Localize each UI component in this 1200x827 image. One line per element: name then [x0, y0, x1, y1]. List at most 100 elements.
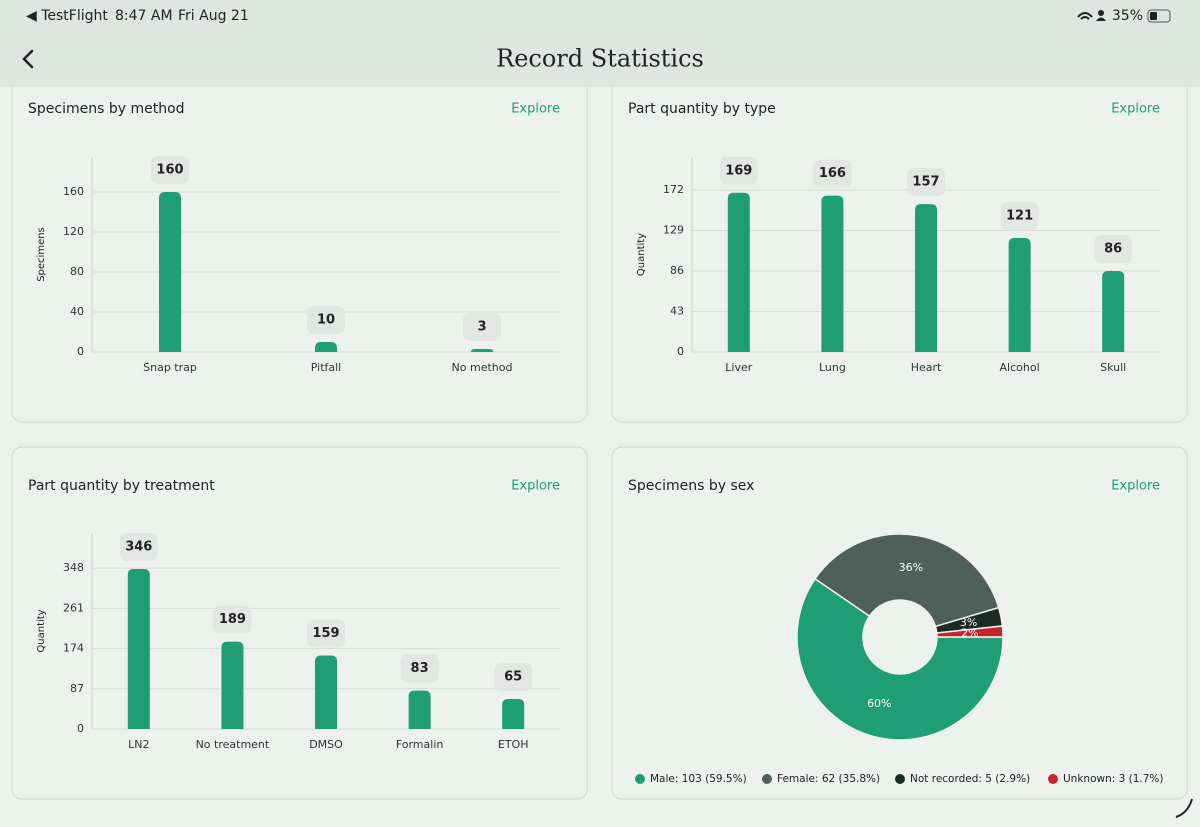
y-tick-label: 40 [70, 305, 84, 318]
x-tick-label: Pitfall [311, 361, 342, 374]
legend-label: Male: 103 (59.5%) [650, 773, 747, 785]
y-axis-label: Specimens [36, 227, 47, 282]
value-pill [307, 619, 345, 648]
y-tick-label: 160 [63, 185, 84, 198]
bar [502, 698, 525, 729]
slice-label: 2% [961, 626, 978, 639]
legend-swatch [895, 774, 905, 784]
x-tick-label: Alcohol [1000, 361, 1040, 374]
bar [1008, 238, 1031, 352]
value-label: 86 [1104, 241, 1122, 256]
legend-label: Not recorded: 5 (2.9%) [910, 773, 1030, 785]
value-pill [494, 662, 533, 691]
value-label: 83 [411, 661, 429, 676]
y-axis-label: Quantity [636, 233, 647, 276]
value-label: 10 [317, 313, 335, 328]
slice-label: 3% [960, 616, 977, 629]
legend-label: Unknown: 3 (1.7%) [1063, 773, 1164, 785]
status-battery: 35% [1112, 8, 1143, 24]
page-title: Record Statistics [496, 45, 704, 73]
value-label: 157 [912, 175, 939, 190]
wifi-icon [1077, 12, 1093, 20]
explore-link[interactable]: Explore [511, 102, 560, 117]
value-pill [719, 156, 758, 185]
y-tick-label: 172 [663, 183, 684, 196]
y-tick-label: 120 [63, 225, 84, 238]
value-pill [907, 168, 945, 197]
pie-slice [935, 625, 1004, 638]
pencil-cursor [1175, 798, 1193, 818]
pie-slice [796, 577, 1004, 741]
x-tick-label: Formalin [396, 738, 444, 751]
legend-swatch [1048, 774, 1058, 784]
value-label: 160 [156, 163, 183, 178]
value-label: 3 [477, 320, 486, 335]
person-icon [1098, 10, 1104, 16]
value-pill [307, 306, 345, 334]
y-tick-label: 87 [70, 682, 84, 695]
bar [1102, 270, 1125, 352]
header-bar [0, 0, 1200, 87]
value-label: 169 [725, 163, 752, 178]
card-title: Specimens by sex [628, 478, 754, 494]
x-tick-label: DMSO [309, 738, 343, 751]
person-icon-body [1096, 17, 1106, 21]
bar [821, 195, 844, 352]
y-tick-label: 129 [663, 223, 684, 236]
value-pill [813, 159, 852, 188]
value-label: 346 [125, 540, 152, 555]
status-app[interactable]: ◀ TestFlight [26, 8, 108, 24]
y-tick-label: 0 [77, 345, 84, 358]
battery-icon [1147, 9, 1171, 23]
bar [221, 641, 244, 729]
bar [315, 655, 337, 729]
card [611, 446, 1188, 800]
explore-link[interactable]: Explore [1111, 479, 1160, 494]
bar [471, 349, 493, 352]
legend-label: Female: 62 (35.8%) [777, 773, 880, 785]
value-pill [151, 156, 189, 184]
x-tick-label: Liver [725, 361, 752, 374]
x-tick-label: No treatment [196, 738, 270, 751]
status-time: 8:47 AM [115, 8, 173, 24]
y-tick-label: 261 [63, 601, 84, 614]
value-pill [1000, 202, 1039, 231]
y-tick-label: 86 [670, 264, 684, 277]
x-tick-label: No method [452, 361, 513, 374]
x-tick-label: ETOH [498, 738, 529, 751]
y-tick-label: 43 [670, 304, 684, 317]
value-label: 159 [312, 626, 339, 641]
bar [727, 192, 750, 352]
battery-level [1150, 12, 1157, 20]
back-button[interactable] [22, 49, 34, 69]
value-label: 189 [219, 612, 246, 627]
y-tick-label: 174 [63, 642, 84, 655]
bar [915, 204, 937, 352]
bar [315, 342, 337, 352]
slice-label: 36% [899, 561, 923, 574]
value-pill [1094, 234, 1133, 263]
bar [127, 569, 150, 729]
card-title: Part quantity by type [628, 101, 776, 117]
card [11, 446, 588, 800]
slice-label: 60% [867, 697, 891, 710]
legend-swatch [635, 774, 645, 784]
y-tick-label: 0 [77, 722, 84, 735]
card-title: Part quantity by treatment [28, 478, 215, 494]
y-tick-label: 348 [63, 561, 84, 574]
legend-swatch [762, 774, 772, 784]
x-tick-label: LN2 [128, 738, 149, 751]
pie-slice [813, 533, 1000, 628]
x-tick-label: Heart [911, 361, 942, 374]
value-pill [463, 313, 501, 341]
y-tick-label: 0 [677, 345, 684, 358]
value-label: 121 [1006, 209, 1033, 224]
explore-link[interactable]: Explore [1111, 102, 1160, 117]
x-tick-label: Skull [1100, 361, 1126, 374]
status-date: Fri Aug 21 [178, 8, 249, 24]
card-title: Specimens by method [28, 101, 185, 117]
explore-link[interactable]: Explore [511, 479, 560, 494]
value-label: 65 [504, 669, 522, 684]
